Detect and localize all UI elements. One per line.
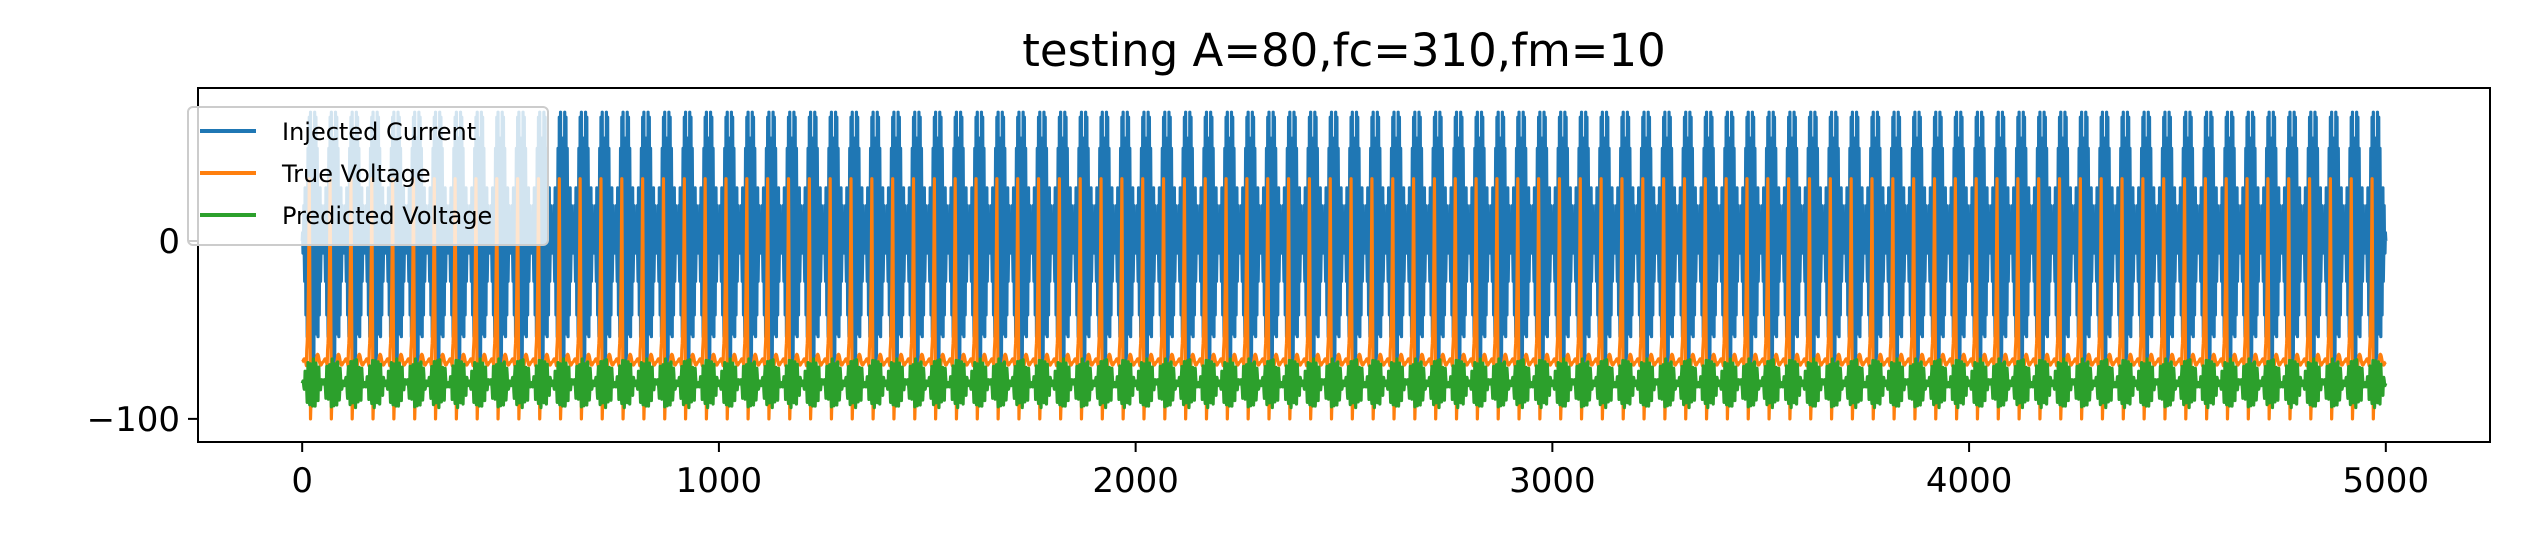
legend-label: Injected Current: [282, 118, 476, 146]
series-line-predicted-voltage: [300, 357, 2388, 410]
y-tick-label: −100: [87, 400, 180, 440]
legend-label: Predicted Voltage: [282, 202, 492, 230]
legend-label: True Voltage: [281, 160, 431, 188]
y-tick-label: 0: [158, 222, 180, 262]
x-tick-label: 3000: [1509, 461, 1596, 501]
legend: Injected Current True Voltage Predicted Vo…: [187, 106, 549, 246]
axis-layer: 0 1000 2000 3000 4000 5000 0 −100: [87, 222, 2429, 501]
plot-frame: [197, 87, 2491, 443]
series-line-injected-current: [300, 110, 2388, 385]
x-tick-label: 2000: [1092, 461, 1179, 501]
x-tick-label: 0: [291, 461, 313, 501]
legend-box: [187, 106, 549, 246]
series-layer: [300, 110, 2388, 421]
x-tick-label: 5000: [2343, 461, 2430, 501]
x-tick-label: 4000: [1926, 461, 2013, 501]
x-tick-label: 1000: [676, 461, 763, 501]
chart-title: testing A=80,fc=310,fm=10: [1022, 24, 1666, 77]
